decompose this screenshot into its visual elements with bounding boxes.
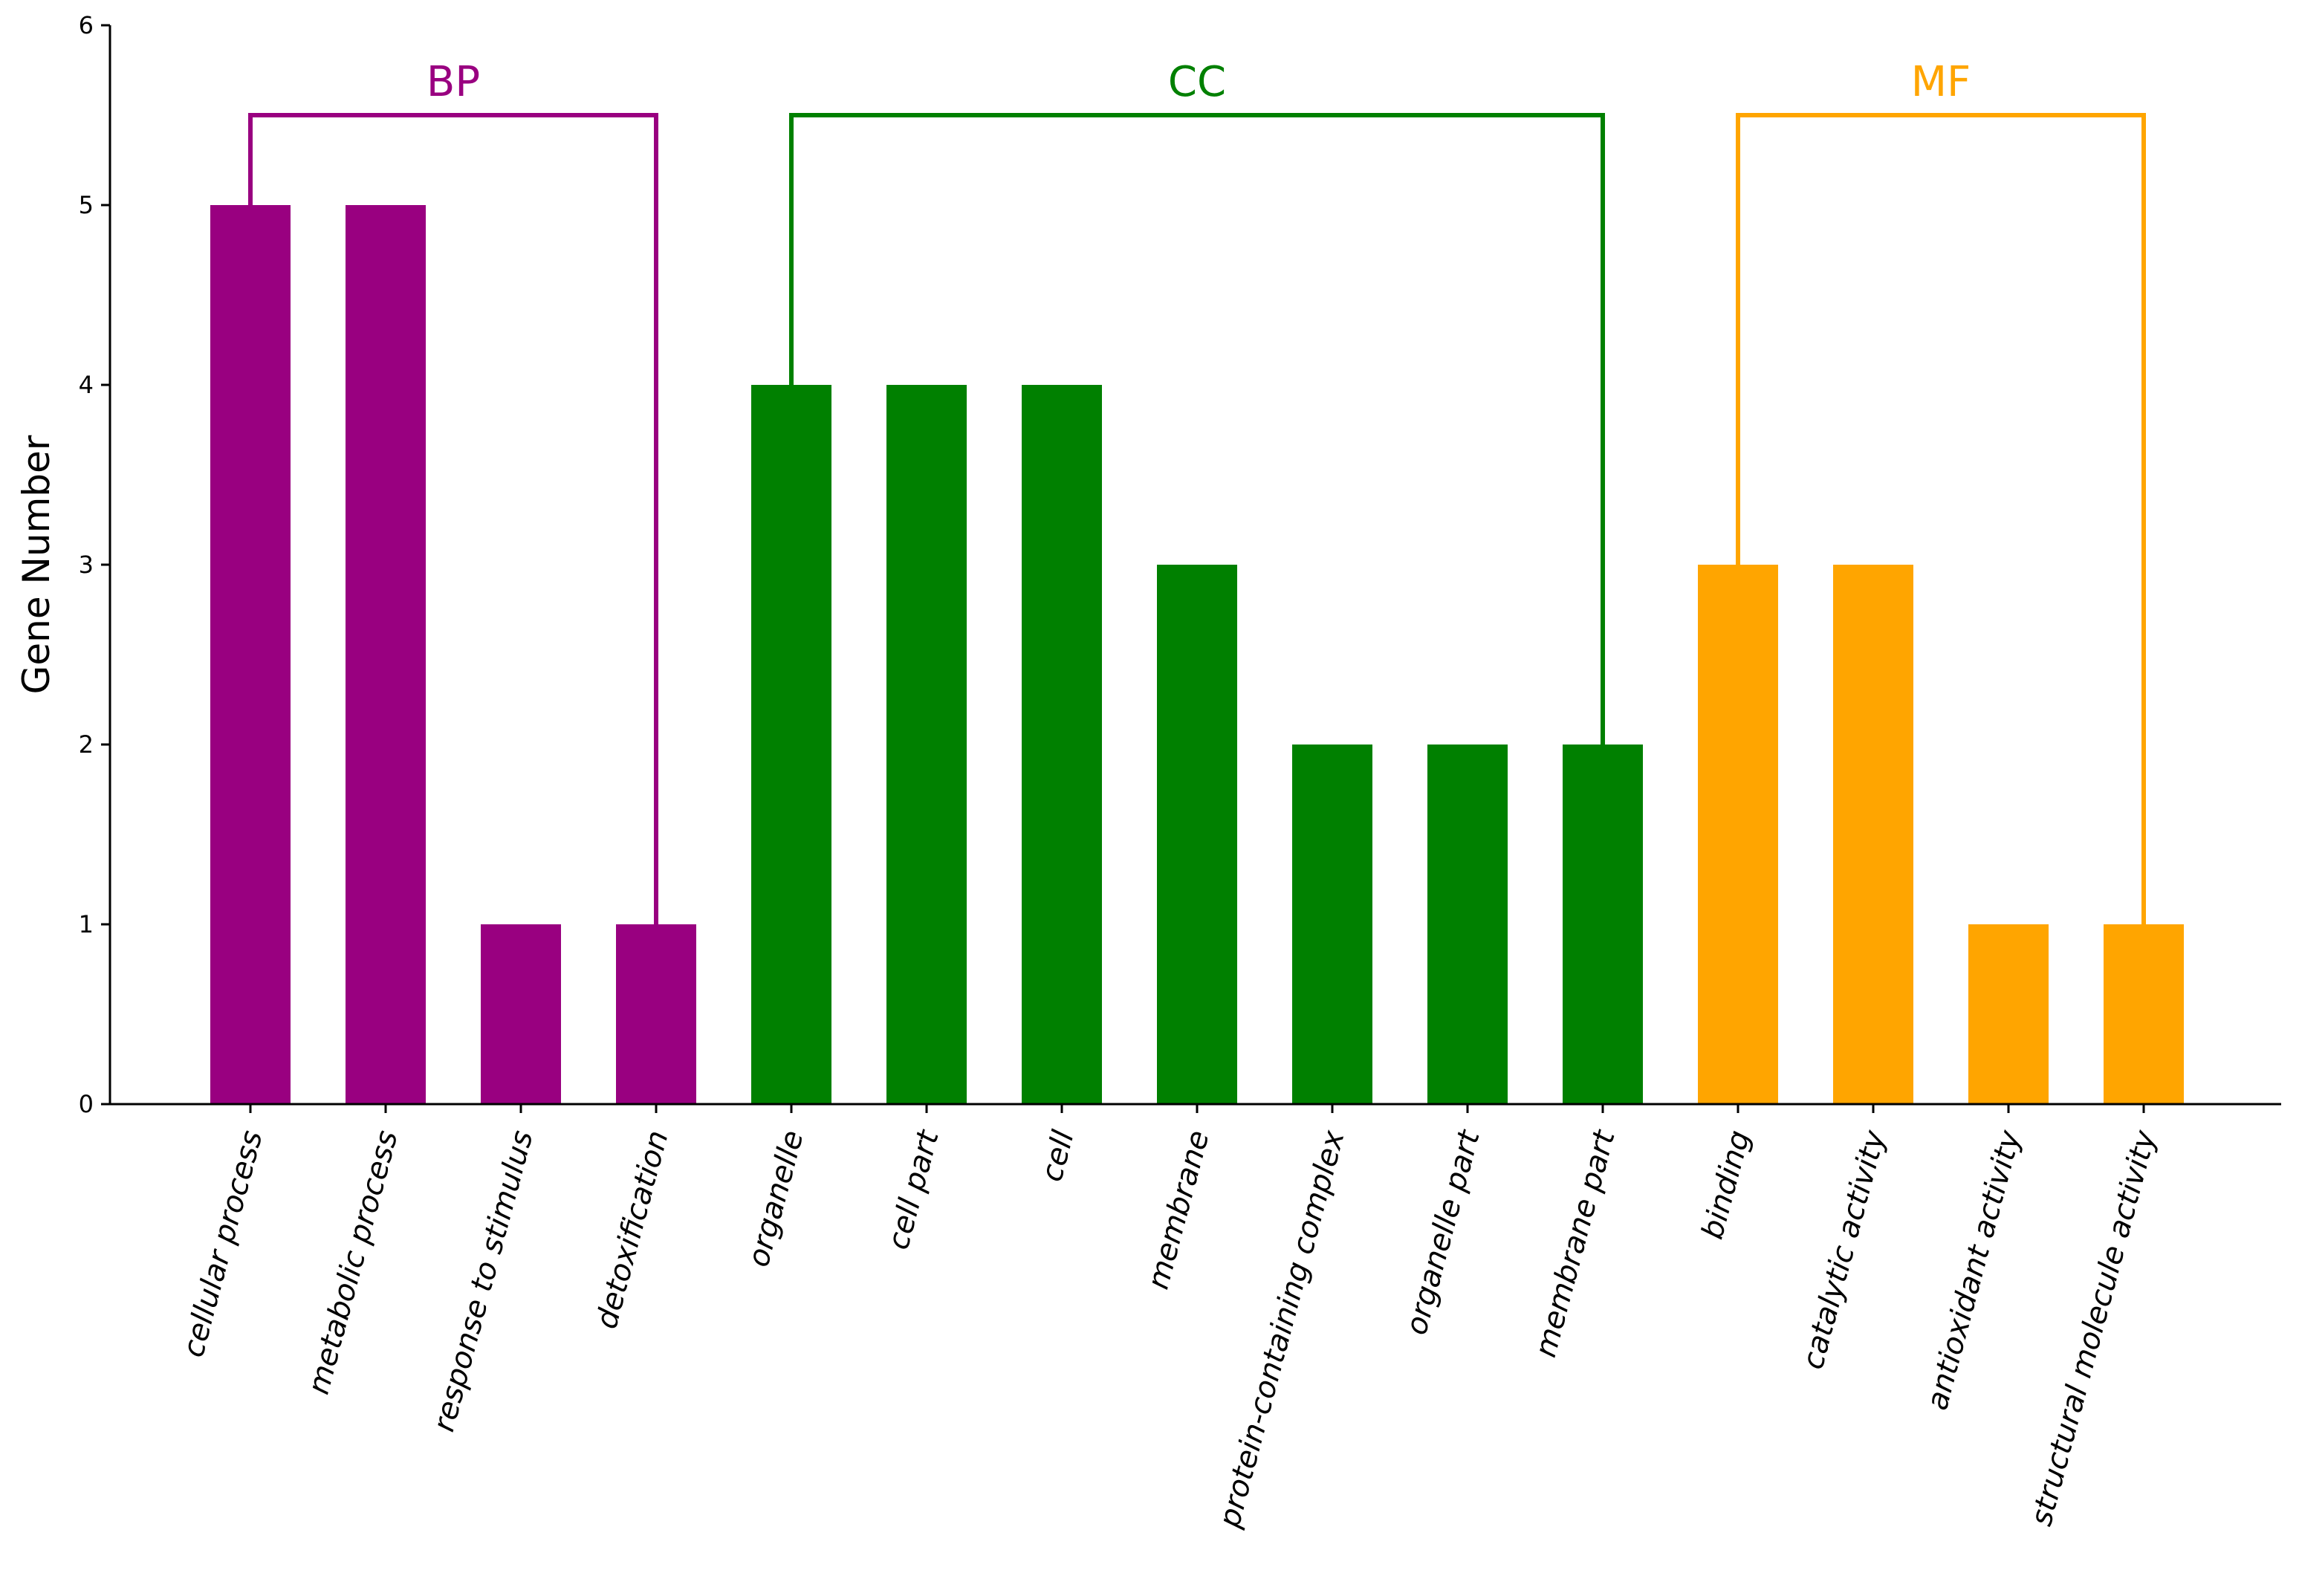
group-bracket [1736,113,2146,924]
x-tick-label: cellular process [176,1127,270,1361]
y-tick-label: 2 [79,730,94,759]
bar [616,924,696,1104]
x-tick-label: response to stimulus [427,1127,539,1436]
group-label: MF [1911,58,1971,106]
x-tick-label: metabolic process [302,1127,405,1398]
y-tick-label: 1 [79,910,94,938]
bar [1833,565,1913,1104]
y-tick-label: 4 [79,371,94,399]
x-tick-label: structural molecule activity [2024,1126,2163,1529]
group-label: BP [427,58,480,106]
bar [481,924,561,1104]
bar [751,385,831,1104]
x-tick-label: cell part [881,1126,946,1253]
group-label: CC [1168,58,1226,106]
x-tick-label: organelle part [1399,1126,1487,1338]
bar [1968,924,2049,1104]
bar [886,385,967,1104]
y-tick-label: 5 [79,191,94,219]
x-ticks: cellular process metabolic process respons… [176,1104,2163,1532]
x-tick-label: membrane [1141,1127,1216,1293]
x-tick-label: detoxification [589,1127,675,1332]
x-tick-label: organelle [742,1127,811,1271]
y-ticks: 0 1 2 3 4 5 6 [79,11,110,1118]
x-tick-label: protein-containing complex [1212,1126,1351,1531]
y-tick-label: 3 [79,551,94,579]
bar [1698,565,1778,1104]
x-tick-label: cell [1034,1127,1080,1185]
x-tick-label: membrane part [1528,1126,1622,1360]
bar [210,205,291,1104]
bar [2104,924,2184,1104]
group-brackets: BP CC MF [248,58,2146,924]
group-bracket [789,113,1605,745]
x-tick-label: antioxidant activity [1920,1126,2028,1413]
y-tick-label: 0 [79,1090,94,1118]
x-tick-label: catalytic activity [1796,1126,1893,1372]
bars [210,205,2184,1104]
group-bracket [248,113,658,924]
x-tick-label: binding [1696,1127,1757,1243]
bar [1022,385,1102,1104]
y-tick-label: 6 [79,11,94,39]
bar [1563,745,1643,1104]
y-axis-title: Gene Number [15,435,58,694]
bar [346,205,426,1104]
bar [1292,745,1372,1104]
bar [1157,565,1237,1104]
bar [1427,745,1508,1104]
